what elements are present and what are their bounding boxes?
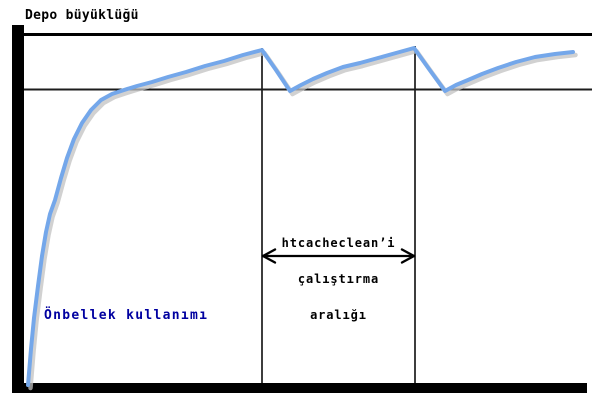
interval-annotation: htcacheclean’i çalıştırma aralığı <box>262 213 415 345</box>
interval-annotation-line-3: aralığı <box>310 308 367 322</box>
interval-arrow-head-left <box>261 254 277 264</box>
interval-arrow-head-right <box>400 248 416 258</box>
curve-label: Önbellek kullanımı <box>44 308 209 323</box>
interval-arrow-head-left <box>261 248 277 258</box>
chart-title: Depo büyüklüğü <box>25 8 139 23</box>
cache-usage-curve <box>26 46 575 387</box>
interval-annotation-line-1: htcacheclean’i <box>281 236 396 250</box>
curve-shadow <box>28 48 578 391</box>
interval-arrow-head-right <box>400 254 416 264</box>
interval-annotation-line-2: çalıştırma <box>297 272 380 286</box>
x-axis-bar <box>12 383 587 393</box>
y-axis-bar <box>12 25 24 393</box>
